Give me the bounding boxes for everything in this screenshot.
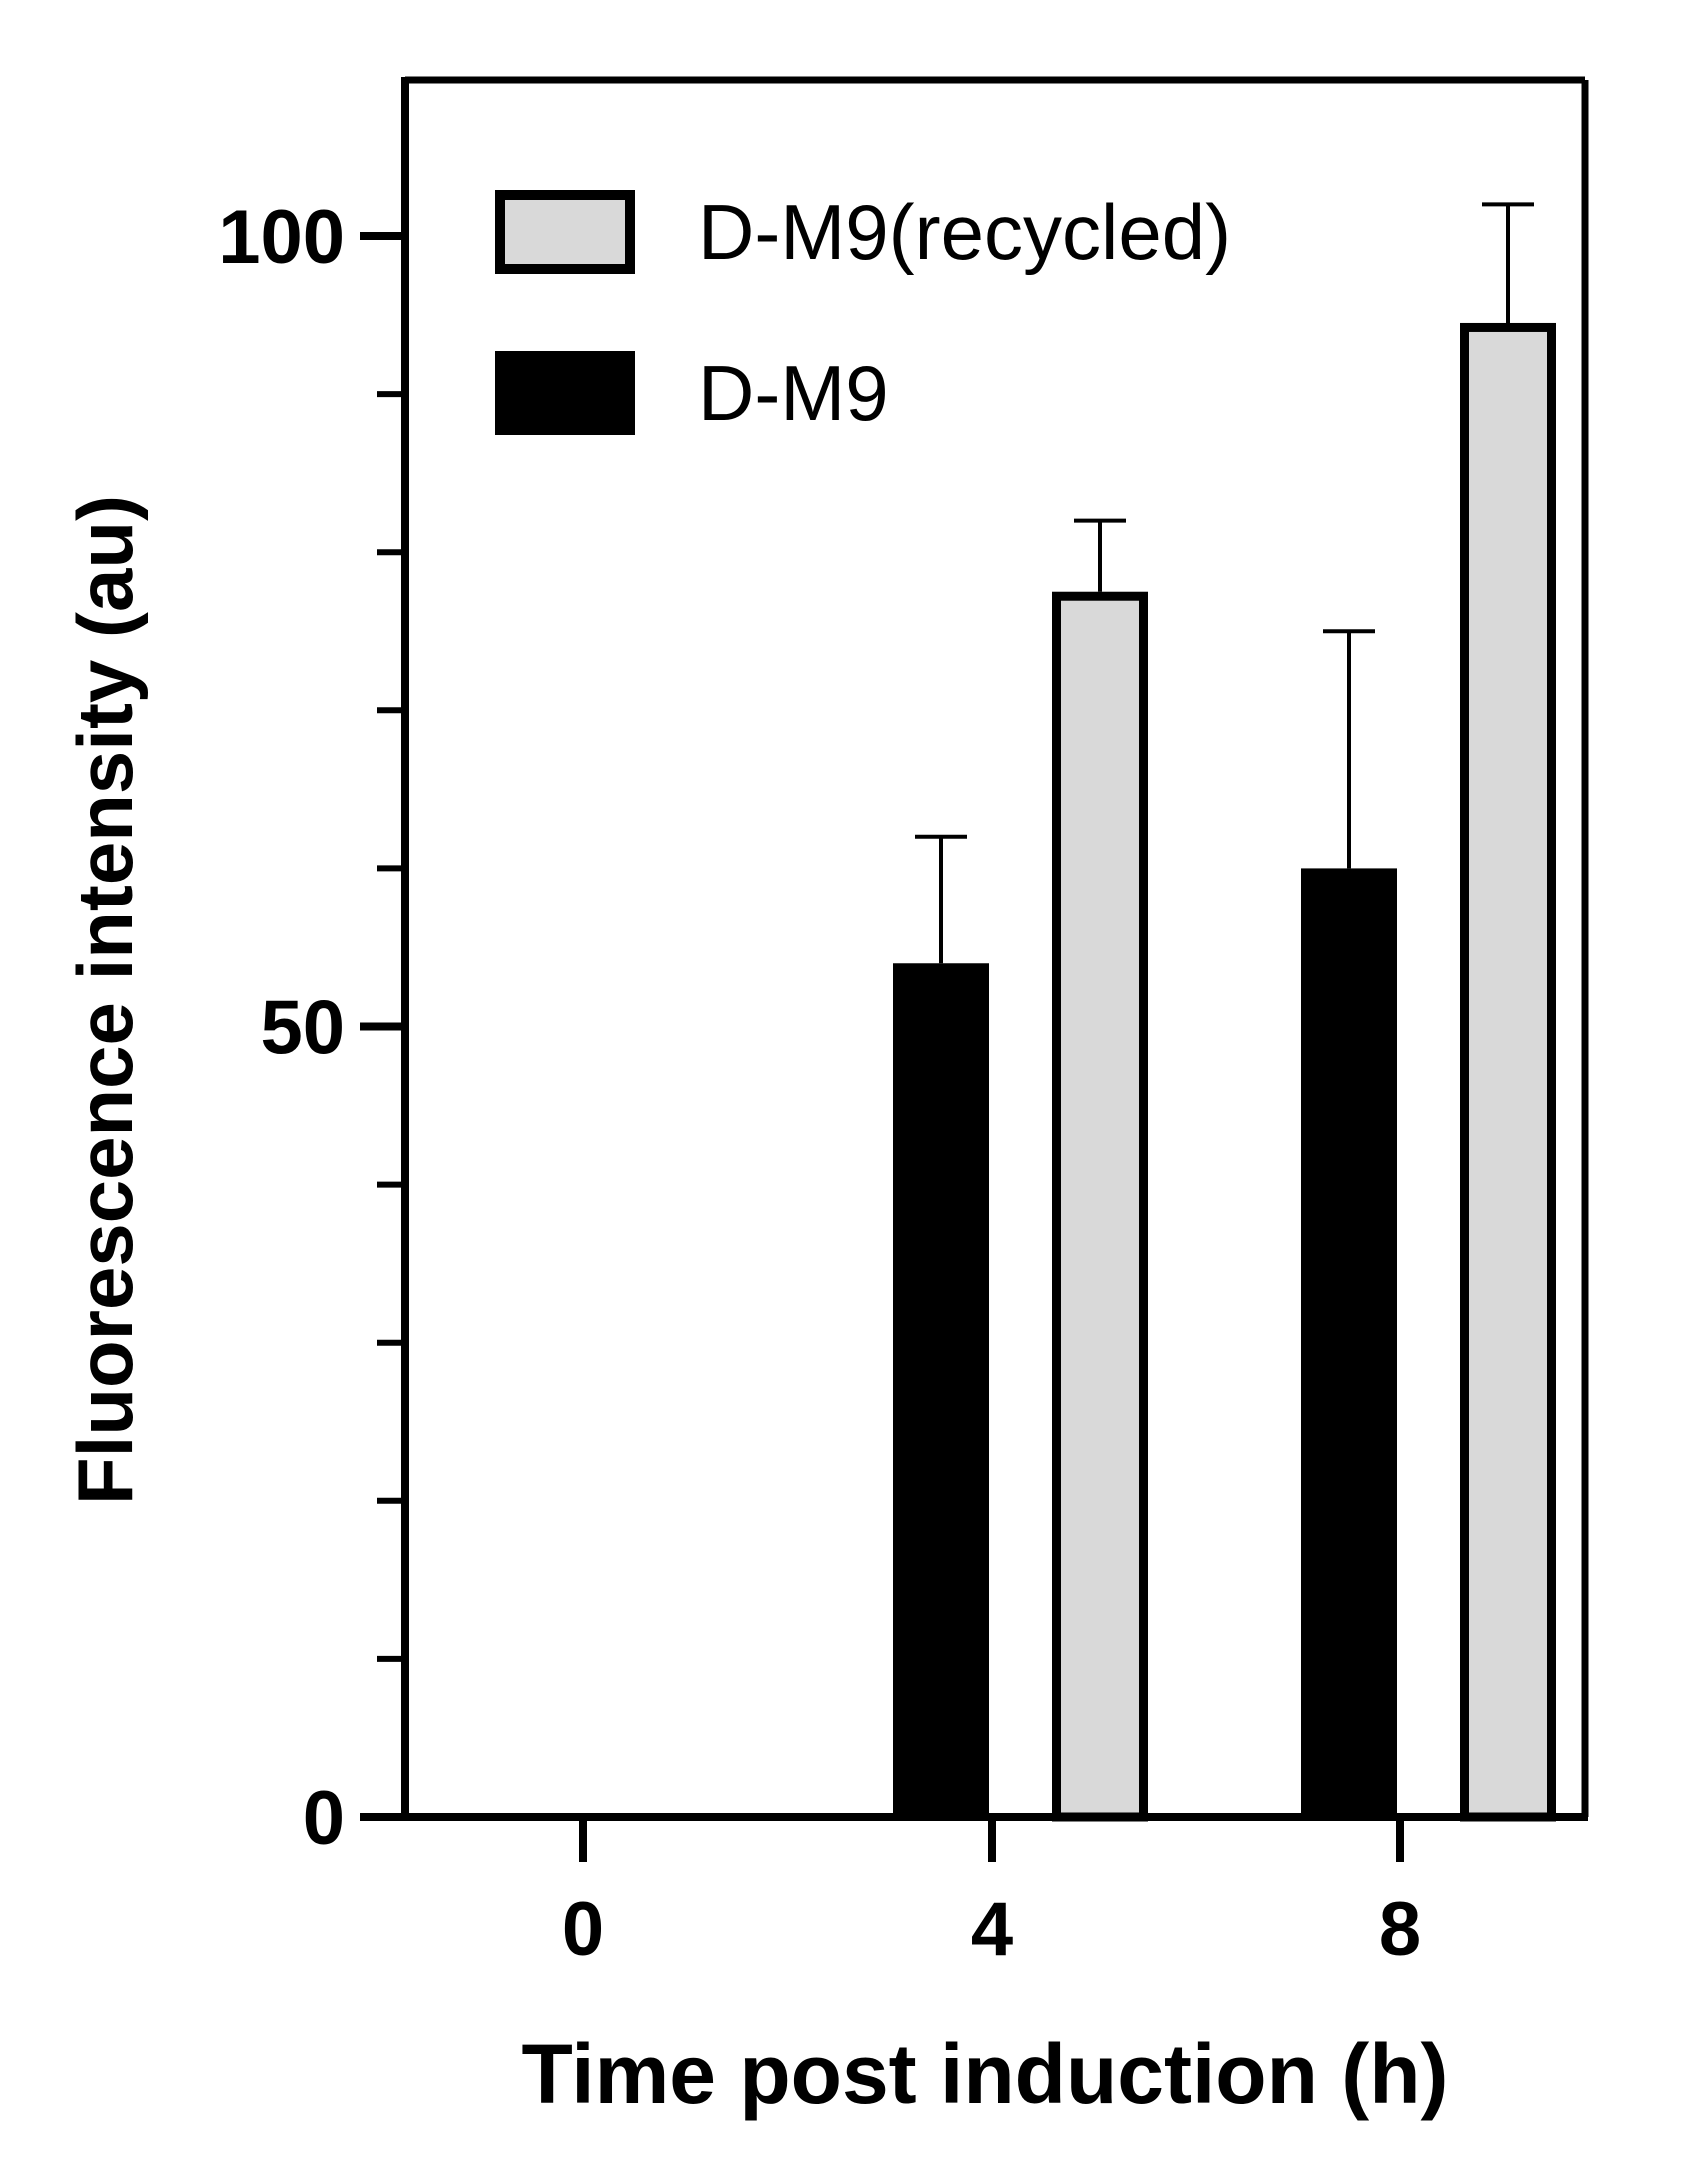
bar-d-m9-recycled	[1052, 591, 1148, 1822]
x-axis-label: Time post induction (h)	[521, 2027, 1448, 2121]
legend-swatch-d-m9	[495, 351, 635, 435]
bar-d-m9-recycled	[1460, 322, 1556, 1822]
ticks-layer: 0 50 100 0 4 8	[218, 195, 1421, 1972]
axes-layer	[360, 76, 1589, 1821]
x-tick-label: 8	[1379, 1887, 1421, 1972]
legend: D-M9(recycled) D-M9	[495, 188, 1231, 437]
bar-d-m9	[893, 963, 989, 1817]
legend-swatch-d-m9-recycled	[495, 190, 635, 274]
legend-label-d-m9: D-M9	[698, 349, 889, 437]
x-tick-label: 4	[971, 1887, 1013, 1972]
bar-d-m9	[1301, 868, 1397, 1817]
y-tick-label: 50	[260, 986, 345, 1071]
legend-label-d-m9-recycled: D-M9(recycled)	[698, 188, 1231, 276]
y-tick-label: 0	[303, 1776, 345, 1861]
y-axis-label: Fluorescence intensity (au)	[61, 495, 149, 1505]
y-tick-label: 100	[218, 195, 345, 280]
x-tick-label: 0	[562, 1887, 604, 1972]
error-bars-layer	[915, 202, 1534, 964]
bars-layer	[893, 322, 1556, 1822]
